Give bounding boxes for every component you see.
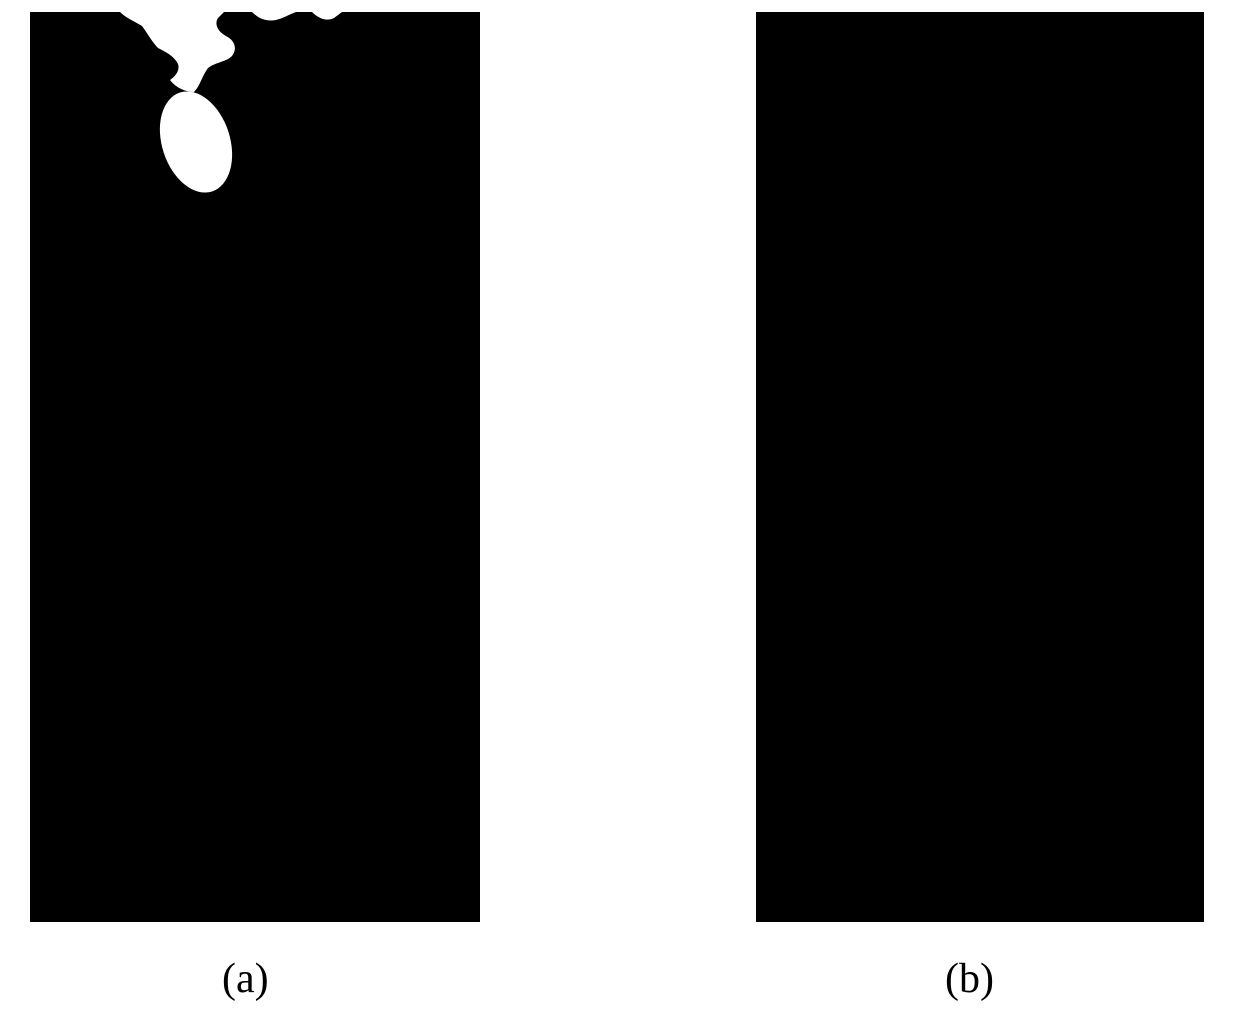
panel-a [30, 12, 480, 922]
panel-b [756, 12, 1204, 922]
caption-b: (b) [945, 955, 994, 1003]
caption-a: (a) [222, 955, 269, 1003]
panel-a-black-fill [30, 12, 480, 922]
figure-container: (a) (b) [0, 0, 1240, 1020]
panel-a-svg [30, 12, 480, 922]
